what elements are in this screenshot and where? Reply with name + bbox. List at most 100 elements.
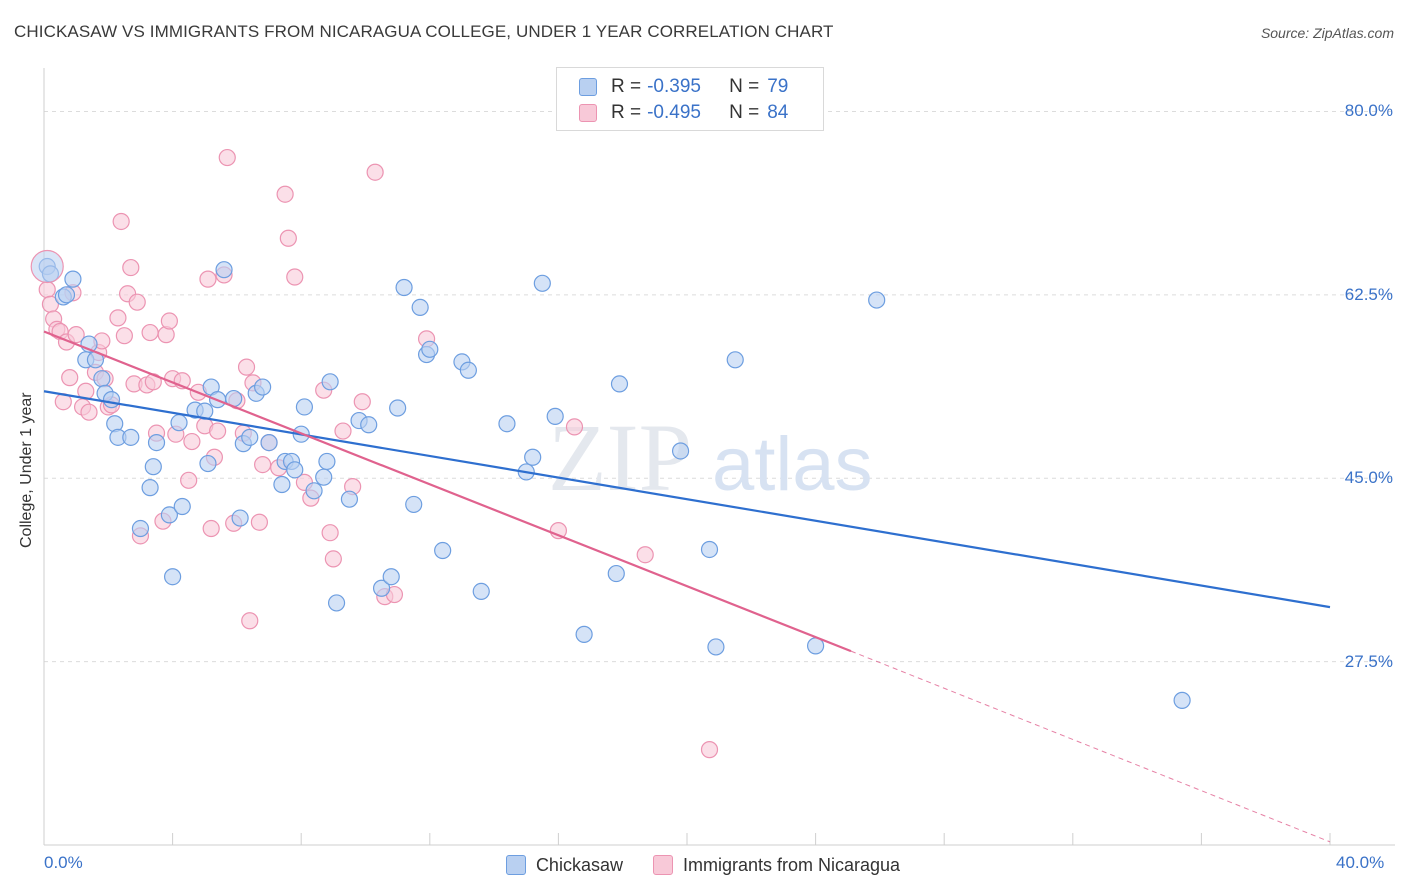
nicaragua-point [115,327,133,345]
nicaragua-point [276,185,294,203]
chickasaw-point [868,291,886,309]
chickasaw-point [327,594,346,612]
nicaragua-point [636,546,654,564]
nicaragua-point [38,280,56,299]
nicaragua-point [199,270,217,288]
legend-swatch-chickasaw [505,855,526,875]
chickasaw-point [726,351,744,369]
legend-n-label: N = [729,76,760,97]
nicaragua-point [353,393,371,411]
chickasaw-point [199,454,217,473]
chart-title: CHICKASAW VS IMMIGRANTS FROM NICARAGUA C… [14,22,834,41]
nicaragua-point [321,524,339,542]
nicaragua-point [700,741,719,759]
chickasaw-point [411,298,429,317]
chart-source: Source: ZipAtlas.com [1260,25,1394,41]
nicaragua-point [218,148,236,167]
legend-swatch-nicaragua [652,855,673,875]
nicaragua-point [183,432,201,451]
legend-r-label: R = [611,102,642,123]
series-legend: Chickasaw Immigrants from Nicaragua [0,852,1406,878]
chickasaw-point [607,564,625,583]
nicaragua-point [286,268,304,286]
nicaragua-point [334,422,352,440]
legend-item-chickasaw[interactable]: Chickasaw [505,854,623,876]
chickasaw-point [254,378,272,396]
chickasaw-point [231,509,249,527]
chickasaw-point [131,519,150,538]
legend-swatch-nicaragua [579,104,597,122]
chickasaw-point [295,398,314,416]
chickasaw-point [102,391,121,409]
chickasaw-point [546,407,564,425]
chickasaw-point [64,270,82,288]
legend-swatch-chickasaw [579,78,597,96]
chickasaw-point [241,428,259,446]
legend-r-value: -0.495 [647,102,701,123]
nicaragua-point [209,422,227,440]
nicaragua-point [279,229,297,247]
chickasaw-point [498,415,516,433]
nicaragua-point [180,471,198,489]
nicaragua-point [565,418,584,436]
chickasaw-point [273,475,291,494]
nicaragua-point [366,163,384,181]
chickasaw-point [434,541,452,560]
trend-layer [43,330,1331,843]
chickasaw-point [93,370,111,388]
nicaragua-point [202,519,220,538]
nicaragua-point [109,309,127,327]
legend-n-value: 79 [767,76,789,97]
chickasaw-point [610,375,629,393]
correlation-legend: R = -0.395 N = 79 R = -0.495 N = 84 [556,67,824,131]
nicaragua-point [250,513,269,531]
nicaragua-point [324,550,342,568]
nicaragua-point [112,212,130,231]
nicaragua-point [160,312,178,330]
chickasaw-point [395,278,413,297]
nicaragua-point [67,326,85,344]
y-axis-title: College, Under 1 year [18,392,35,548]
chickasaw-point [459,361,477,379]
chickasaw-point [340,490,359,508]
legend-label-chickasaw: Chickasaw [535,854,623,875]
nicaragua-trend-extension [850,650,1331,843]
nicaragua-point [237,358,256,376]
legend-n-value: 84 [767,102,789,123]
chickasaw-point [57,286,76,304]
legend-r-label: R = [611,76,642,97]
y-tick-label: 80.0% [1344,101,1393,121]
chickasaw-point [315,468,333,486]
chickasaw-point [472,582,490,600]
chickasaw-point [389,399,407,417]
chickasaw-point [215,261,233,279]
chickasaw-point [173,497,191,516]
chickasaw-point [372,579,391,597]
chickasaw-point [533,274,551,292]
legend-n-label: N = [729,102,760,123]
y-tick-label: 27.5% [1344,651,1393,671]
chickasaw-point [122,428,140,446]
chickasaw-point [524,448,542,466]
chickasaw-trend-line [43,390,1331,609]
chickasaw-point [360,416,378,434]
chickasaw-point [141,479,159,497]
chickasaw-point [144,458,162,476]
chickasaw-point [321,373,339,391]
chickasaw-point [160,506,178,524]
legend-item-nicaragua[interactable]: Immigrants from Nicaragua [652,855,900,876]
axis-layer [43,68,1395,846]
nicaragua-point [241,612,259,630]
y-tick-label: 45.0% [1344,468,1393,488]
cluster-point [30,249,64,284]
nicaragua-point [254,455,272,474]
chickasaw-point [170,414,188,432]
nicaragua-point [80,403,98,421]
chickasaw-point [1173,691,1191,709]
watermark-atlas: atlas [712,422,873,507]
chickasaw-point [147,433,166,452]
nicaragua-point [122,258,140,277]
chickasaw-point [164,568,182,586]
chickasaw-point [575,625,593,643]
